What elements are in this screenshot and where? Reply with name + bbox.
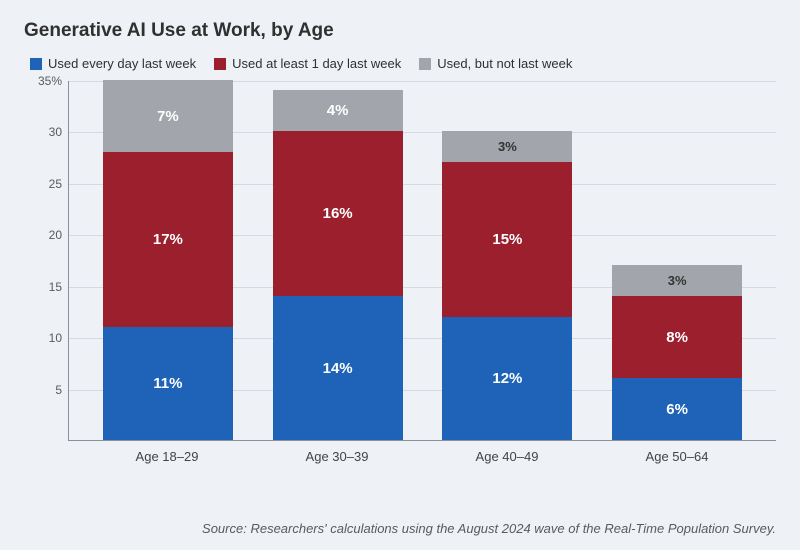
y-tick-label: 10 (24, 331, 62, 345)
bar-column: 12% 15% 3% (442, 131, 572, 440)
x-tick-label: Age 30–39 (272, 449, 402, 477)
bar-segment-label: 6% (666, 401, 688, 418)
plot-wrap: 5101520253035% 11%17%7%14%16%4%12%15%3%6… (24, 81, 776, 477)
chart-container: Generative AI Use at Work, by Age Used e… (0, 0, 800, 550)
bar-segment-label: 7% (157, 108, 179, 125)
y-tick-label: 25 (24, 177, 62, 191)
bar-segment-daily: 11% (103, 327, 233, 440)
bar-segment-notweek: 3% (612, 265, 742, 296)
plot-area: 11% 17% 7% 14% 16% 4% 12% 15% 3% 6% 8% 3% (68, 81, 776, 441)
bar-segment-label: 11% (153, 375, 182, 392)
x-tick-label: Age 40–49 (442, 449, 572, 477)
legend-swatch-daily (30, 58, 42, 70)
bar-column: 6% 8% 3% (612, 265, 742, 440)
legend-item-notweek: Used, but not last week (419, 56, 572, 71)
bar-segment-daily: 14% (273, 296, 403, 440)
bar-segment-label: 3% (498, 139, 517, 154)
bar-column: 14% 16% 4% (273, 90, 403, 440)
bar-segment-weekly: 8% (612, 296, 742, 378)
source-note: Source: Researchers' calculations using … (0, 521, 776, 536)
bar-column: 11% 17% 7% (103, 80, 233, 440)
legend-item-daily: Used every day last week (30, 56, 196, 71)
y-axis: 5101520253035% (24, 81, 68, 441)
bar-segment-weekly: 17% (103, 152, 233, 327)
legend-label-daily: Used every day last week (48, 56, 196, 71)
x-tick-label: Age 50–64 (612, 449, 742, 477)
bar-segment-daily: 12% (442, 317, 572, 440)
y-tick-label: 15 (24, 280, 62, 294)
bar-segment-notweek: 7% (103, 80, 233, 152)
y-tick-label: 20 (24, 228, 62, 242)
legend-label-notweek: Used, but not last week (437, 56, 572, 71)
bar-segment-label: 12% (492, 370, 522, 387)
legend: Used every day last week Used at least 1… (30, 56, 776, 71)
legend-item-weekly: Used at least 1 day last week (214, 56, 401, 71)
bar-segment-label: 15% (492, 231, 522, 248)
bar-segment-label: 14% (323, 360, 353, 377)
bar-segment-weekly: 16% (273, 131, 403, 296)
legend-swatch-weekly (214, 58, 226, 70)
bar-segment-label: 16% (323, 205, 353, 222)
bar-segment-daily: 6% (612, 378, 742, 440)
y-tick-label: 35% (24, 74, 62, 88)
legend-label-weekly: Used at least 1 day last week (232, 56, 401, 71)
y-tick-label: 5 (24, 383, 62, 397)
bar-segment-notweek: 3% (442, 131, 572, 162)
y-tick-label: 30 (24, 125, 62, 139)
x-axis: Age 18–29 Age 30–39 Age 40–49 Age 50–64 (68, 441, 776, 477)
bar-segment-label: 3% (668, 273, 687, 288)
legend-swatch-notweek (419, 58, 431, 70)
bar-segment-notweek: 4% (273, 90, 403, 131)
bar-segment-label: 17% (153, 231, 183, 248)
bar-segment-label: 8% (666, 329, 688, 346)
bars-row: 11% 17% 7% 14% 16% 4% 12% 15% 3% 6% 8% 3% (69, 81, 776, 440)
bar-segment-weekly: 15% (442, 162, 572, 316)
bar-segment-label: 4% (327, 102, 349, 119)
chart-title: Generative AI Use at Work, by Age (24, 20, 776, 42)
x-tick-label: Age 18–29 (102, 449, 232, 477)
